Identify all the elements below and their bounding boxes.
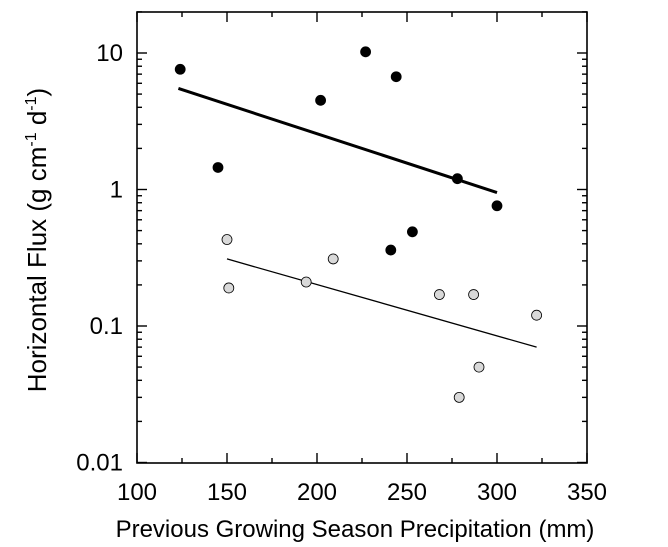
x-tick-label: 300: [477, 479, 517, 506]
data-point-series-1: [174, 63, 186, 75]
trend-lines: [177, 87, 537, 348]
data-point-series-2: [300, 276, 312, 288]
x-tick-label: 350: [567, 479, 607, 506]
data-point-series-2: [327, 253, 339, 265]
x-tick-label: 200: [297, 479, 337, 506]
data-point-series-1: [491, 200, 503, 212]
data-point-series-1: [385, 244, 397, 256]
data-point-series-1: [212, 162, 224, 173]
y-tick-labels: 0.01 0.1 1 10: [76, 40, 123, 477]
x-tick-label: 100: [117, 479, 157, 506]
x-tick-label: 250: [387, 479, 427, 506]
x-axis-title: Previous Growing Season Precipitation (m…: [116, 516, 595, 543]
x-tick-labels: 100 150 200 250 300 350: [117, 479, 607, 506]
axis-ticks: [136, 11, 588, 464]
y-axis-title-sup1: -1: [23, 132, 40, 146]
y-tick-label: 1: [110, 177, 123, 204]
x-tick-label: 150: [207, 479, 247, 506]
data-point-series-1: [360, 46, 372, 58]
data-points: [174, 46, 542, 403]
y-axis-title-suffix: ): [22, 88, 52, 97]
data-point-series-1: [406, 226, 418, 238]
data-point-series-1: [315, 94, 327, 106]
plot-frame: [136, 11, 588, 464]
y-axis-title-mid: d: [22, 111, 52, 133]
data-point-series-2: [531, 309, 542, 321]
y-tick-label: 10: [96, 40, 123, 67]
data-point-series-2: [468, 289, 480, 300]
data-point-series-2: [473, 361, 485, 373]
data-point-series-2: [223, 282, 235, 294]
y-axis-title-prefix: Horizontal Flux (g cm: [22, 147, 52, 393]
y-tick-label: 0.01: [76, 450, 123, 477]
y-tick-label: 0.1: [90, 313, 123, 340]
data-point-series-1: [390, 71, 402, 83]
y-axis-title: Horizontal Flux (g cm-1 d-1): [22, 88, 52, 392]
data-point-series-1: [451, 173, 463, 185]
data-point-series-2: [433, 289, 445, 300]
y-axis-title-sup2: -1: [23, 96, 40, 110]
data-point-series-2: [221, 234, 233, 245]
trend-line-series-2: [226, 258, 537, 348]
data-point-series-2: [453, 391, 465, 403]
trend-line-series-1: [177, 87, 498, 194]
